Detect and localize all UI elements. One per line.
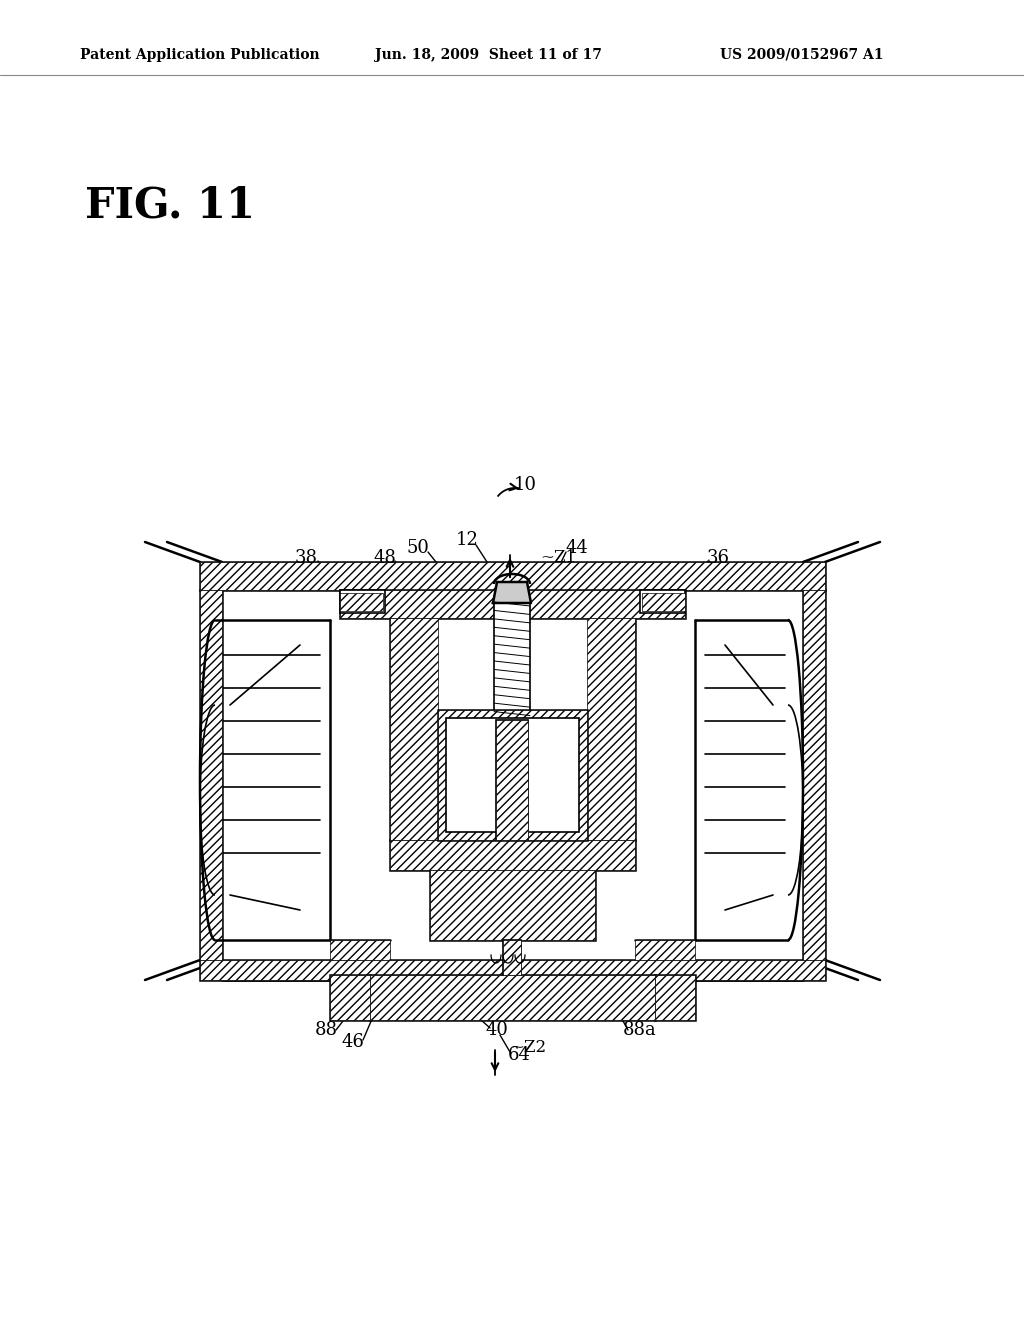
- Text: 64: 64: [508, 1045, 530, 1064]
- Text: 88: 88: [314, 1020, 338, 1039]
- Bar: [340, 590, 685, 618]
- Text: 10: 10: [513, 477, 537, 494]
- Bar: [803, 590, 825, 960]
- Bar: [330, 940, 390, 960]
- Bar: [635, 940, 695, 960]
- Bar: [390, 618, 635, 840]
- Text: 36: 36: [707, 549, 729, 568]
- Bar: [640, 590, 685, 612]
- Bar: [200, 960, 825, 979]
- Text: 46: 46: [342, 1034, 365, 1051]
- Text: 12: 12: [456, 531, 478, 549]
- Text: 44: 44: [565, 539, 589, 557]
- Bar: [494, 602, 530, 719]
- Bar: [200, 590, 222, 960]
- Bar: [496, 719, 528, 840]
- Bar: [655, 975, 695, 1020]
- Bar: [390, 840, 635, 870]
- Bar: [438, 710, 587, 840]
- Text: 50: 50: [407, 539, 429, 557]
- Bar: [340, 590, 685, 618]
- Bar: [655, 975, 695, 1020]
- Text: ~Z1: ~Z1: [540, 549, 577, 566]
- Bar: [503, 940, 521, 975]
- Bar: [370, 975, 655, 1020]
- Text: 48: 48: [374, 549, 396, 568]
- Bar: [330, 975, 370, 1020]
- Bar: [642, 593, 685, 611]
- Bar: [200, 960, 825, 979]
- Text: FIG. 11: FIG. 11: [85, 185, 255, 227]
- Bar: [370, 975, 655, 1020]
- Text: US 2009/0152967 A1: US 2009/0152967 A1: [720, 48, 884, 62]
- Bar: [438, 710, 587, 840]
- Bar: [200, 562, 825, 590]
- Bar: [446, 718, 579, 832]
- Polygon shape: [493, 582, 531, 603]
- Bar: [390, 618, 438, 840]
- Bar: [803, 590, 825, 960]
- Bar: [430, 870, 595, 940]
- Bar: [430, 870, 595, 940]
- Bar: [330, 975, 370, 1020]
- Bar: [587, 618, 635, 840]
- Bar: [503, 940, 521, 975]
- Text: 40: 40: [485, 1020, 509, 1039]
- Bar: [340, 590, 385, 612]
- Text: 38: 38: [295, 549, 317, 568]
- Bar: [200, 562, 825, 590]
- Text: Patent Application Publication: Patent Application Publication: [80, 48, 319, 62]
- Text: 88a: 88a: [624, 1020, 656, 1039]
- Bar: [496, 719, 528, 840]
- Bar: [200, 590, 222, 960]
- Text: ~Z2: ~Z2: [510, 1040, 546, 1056]
- Bar: [340, 593, 383, 611]
- Text: Jun. 18, 2009  Sheet 11 of 17: Jun. 18, 2009 Sheet 11 of 17: [375, 48, 602, 62]
- Bar: [390, 840, 635, 870]
